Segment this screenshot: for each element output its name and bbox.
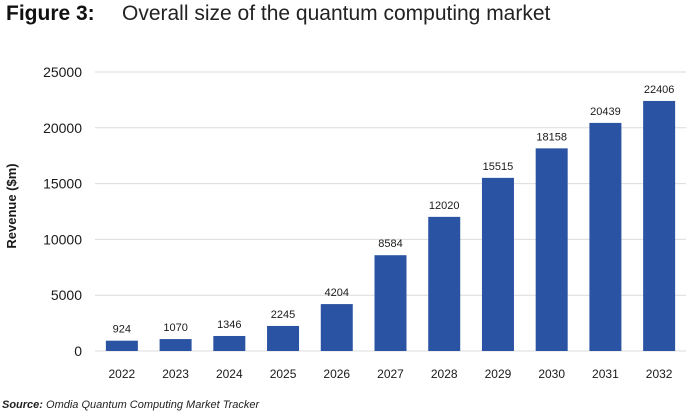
bars	[105, 100, 676, 351]
x-tick-label-2023: 2023	[162, 367, 189, 381]
data-label-2028: 12020	[429, 200, 460, 212]
data-label-2026: 4204	[325, 287, 349, 299]
data-label-2024: 1346	[217, 319, 241, 331]
x-tick-label-2030: 2030	[538, 367, 565, 381]
bar-2026	[320, 304, 353, 351]
figure-header: Figure 3: Overall size of the quantum co…	[6, 2, 550, 32]
y-tick-label: 5000	[51, 287, 82, 303]
data-label-2025: 2245	[271, 309, 295, 321]
y-tick-label: 20000	[43, 120, 82, 136]
chart-title: Overall size of the quantum computing ma…	[122, 2, 551, 25]
y-axis-ticks: 0 5000 10000 15000 20000 25000	[43, 64, 82, 359]
data-label-2023: 1070	[163, 322, 187, 334]
y-tick-label: 0	[74, 343, 82, 359]
data-label-2022: 924	[113, 324, 131, 336]
data-labels: 924 1070 1346 2245 4204 8584 12020 15515 18158 20…	[113, 84, 675, 336]
bar-2023	[159, 339, 192, 351]
x-tick-label-2027: 2027	[377, 367, 404, 381]
data-label-2029: 15515	[483, 161, 514, 173]
x-tick-label-2031: 2031	[592, 367, 619, 381]
bar-2029	[481, 177, 514, 351]
x-tick-label-2022: 2022	[109, 367, 136, 381]
y-axis-label: Revenue ($m)	[4, 163, 19, 248]
bar-2028	[428, 216, 461, 351]
y-tick-label: 25000	[43, 64, 82, 80]
data-label-2027: 8584	[378, 238, 402, 250]
chart-area: 0 5000 10000 15000 20000 25000 924 1070 1346 224…	[0, 40, 690, 390]
bar-2025	[267, 325, 300, 351]
source-prefix: Source:	[2, 399, 43, 411]
bar-chart: 0 5000 10000 15000 20000 25000 924 1070 1346 224…	[4, 64, 686, 381]
data-label-2032: 22406	[644, 84, 675, 96]
x-tick-label-2029: 2029	[485, 367, 512, 381]
x-tick-label-2028: 2028	[431, 367, 458, 381]
y-tick-label: 10000	[43, 231, 82, 247]
x-tick-label-2024: 2024	[216, 367, 243, 381]
x-tick-label-2032: 2032	[646, 367, 673, 381]
figure-label: Figure 3:	[6, 2, 95, 25]
x-tick-label-2026: 2026	[323, 367, 350, 381]
bar-2024	[213, 335, 246, 351]
gridlines	[95, 71, 686, 352]
data-label-2031: 20439	[590, 106, 621, 118]
y-tick-label: 15000	[43, 176, 82, 192]
x-tick-label-2025: 2025	[270, 367, 297, 381]
source-note: Source: Omdia Quantum Computing Market T…	[2, 399, 259, 411]
bar-2030	[535, 148, 568, 351]
bar-2022	[105, 340, 138, 351]
source-text: Omdia Quantum Computing Market Tracker	[46, 399, 260, 411]
bar-2032	[643, 100, 676, 351]
data-label-2030: 18158	[536, 131, 567, 143]
x-axis-ticks: 2022 2023 2024 2025 2026 2027 2028 2029 2030 2031…	[109, 367, 673, 381]
bar-2027	[374, 255, 407, 351]
bar-2031	[589, 122, 622, 351]
